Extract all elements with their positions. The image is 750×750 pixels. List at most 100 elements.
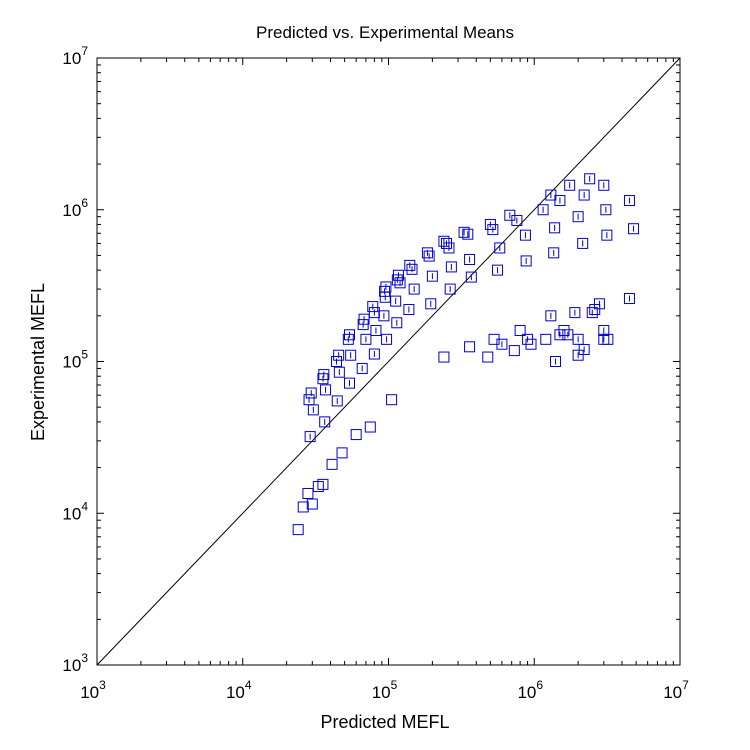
data-point	[370, 325, 382, 337]
data-point	[600, 204, 612, 216]
data-point	[494, 242, 506, 254]
identity-reference-line	[96, 57, 681, 666]
data-point	[508, 345, 520, 357]
data-point	[492, 264, 504, 276]
data-point	[589, 304, 601, 316]
data-point	[545, 310, 557, 322]
data-point	[367, 301, 379, 313]
data-point	[333, 366, 345, 378]
data-point	[488, 333, 500, 345]
data-point	[343, 329, 355, 341]
data-point	[564, 179, 576, 191]
data-point	[302, 487, 314, 499]
data-point	[425, 298, 437, 310]
data-point	[292, 524, 304, 536]
data-point	[381, 333, 393, 345]
data-point	[569, 307, 581, 319]
data-point	[343, 377, 355, 389]
data-point	[558, 325, 570, 337]
data-point	[443, 242, 455, 254]
data-points	[292, 173, 640, 536]
data-point	[386, 394, 398, 406]
data-point	[358, 313, 370, 325]
data-point	[601, 229, 613, 241]
data-point	[623, 195, 635, 207]
data-point	[554, 329, 566, 341]
data-point	[572, 349, 584, 361]
data-point	[572, 211, 584, 223]
data-point	[305, 387, 317, 399]
data-point	[520, 255, 532, 267]
data-point	[525, 338, 537, 350]
x-axis-label: Predicted MEFL	[320, 712, 449, 732]
data-point	[426, 270, 438, 282]
data-point	[326, 458, 338, 470]
data-point	[406, 263, 418, 275]
y-tick-label: 106	[62, 196, 88, 220]
data-point	[628, 223, 640, 235]
y-axis-label: Experimental MEFL	[28, 283, 48, 441]
data-point	[320, 384, 332, 396]
data-point	[307, 404, 319, 416]
data-point	[379, 285, 391, 297]
data-point	[336, 447, 348, 459]
data-point	[333, 349, 345, 361]
data-point	[391, 317, 403, 329]
data-point	[577, 237, 589, 249]
data-point	[598, 325, 610, 337]
data-point	[394, 277, 406, 289]
x-tick-label: 106	[517, 678, 543, 702]
data-point	[545, 189, 557, 201]
chart-title: Predicted vs. Experimental Means	[256, 23, 514, 42]
x-tick-label: 107	[663, 678, 689, 702]
data-point	[317, 373, 329, 385]
data-point	[548, 247, 560, 259]
data-point	[331, 395, 343, 407]
data-point	[578, 189, 590, 201]
data-point	[562, 329, 574, 341]
x-tick-label: 104	[226, 678, 252, 702]
data-point	[331, 356, 343, 367]
axis-tick-labels: 103 104 105 106 107 103 104 105 106 107	[62, 44, 689, 702]
data-point	[408, 283, 420, 295]
data-point	[598, 179, 610, 191]
data-point	[464, 254, 476, 266]
data-point	[554, 195, 566, 207]
data-point	[423, 250, 435, 262]
x-tick-label: 103	[80, 678, 106, 702]
data-point	[623, 293, 635, 305]
y-tick-label: 107	[62, 44, 88, 68]
data-point	[578, 343, 590, 355]
data-point	[368, 348, 380, 360]
x-tick-label: 105	[372, 678, 398, 702]
data-point	[378, 310, 390, 322]
data-point	[379, 291, 391, 303]
data-point	[482, 351, 494, 363]
data-point	[390, 295, 402, 307]
data-point	[445, 261, 457, 273]
y-tick-label: 104	[62, 499, 88, 523]
data-point	[549, 222, 561, 234]
axis-ticks	[96, 57, 681, 666]
data-point	[438, 351, 450, 363]
data-point	[444, 283, 456, 295]
data-point	[602, 333, 614, 345]
data-point	[318, 369, 330, 381]
data-point	[306, 498, 318, 510]
data-point	[462, 228, 474, 240]
data-point	[364, 421, 376, 433]
data-point	[540, 333, 552, 345]
y-tick-label: 105	[62, 348, 88, 372]
data-point	[360, 333, 372, 345]
data-point	[319, 416, 331, 428]
data-point	[465, 271, 477, 283]
data-point	[537, 204, 549, 216]
data-point	[303, 394, 315, 406]
data-point	[487, 224, 499, 236]
data-point	[403, 304, 415, 316]
data-point	[297, 501, 309, 513]
data-point	[584, 173, 596, 185]
data-point	[458, 226, 470, 238]
data-point	[511, 214, 523, 226]
